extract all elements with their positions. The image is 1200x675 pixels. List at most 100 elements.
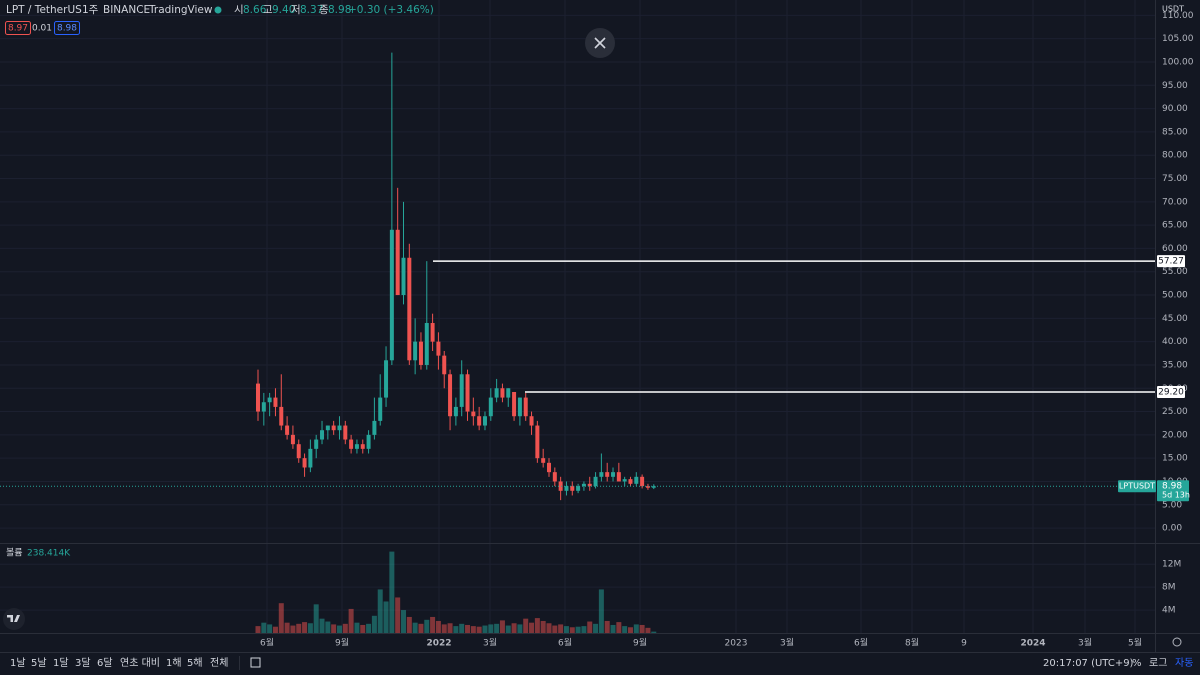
volume-bar bbox=[360, 624, 366, 633]
range-button[interactable]: 3달 bbox=[75, 657, 91, 669]
x-tick-label: 3월 bbox=[483, 637, 497, 649]
y-tick-label: 95.00 bbox=[1162, 81, 1188, 91]
y-tick-label: 85.00 bbox=[1162, 127, 1188, 137]
x-tick-label: 9월 bbox=[335, 637, 349, 649]
spread: 0.01 bbox=[32, 24, 52, 34]
volume-bar bbox=[494, 623, 500, 633]
symbol-label-bg bbox=[1118, 480, 1156, 493]
grid bbox=[0, 0, 1155, 633]
volume-bar bbox=[499, 620, 505, 633]
volume-bar bbox=[540, 620, 546, 633]
candle-body bbox=[581, 483, 586, 487]
candle-body bbox=[558, 481, 563, 491]
volume-bar bbox=[511, 623, 517, 633]
candle-body bbox=[599, 472, 604, 477]
volume-bar bbox=[581, 626, 587, 633]
volume-bar bbox=[651, 631, 657, 633]
ask: 8.98 bbox=[57, 24, 77, 34]
logo-bg[interactable] bbox=[3, 608, 25, 630]
candle-body bbox=[634, 476, 639, 484]
volume-bar bbox=[610, 624, 616, 633]
y-tick-label: 70.00 bbox=[1162, 197, 1188, 207]
candle-body bbox=[337, 425, 342, 431]
y-tick-label: 80.00 bbox=[1162, 151, 1188, 161]
candle-body bbox=[401, 257, 406, 296]
x-tick-label: 3월 bbox=[1078, 637, 1092, 649]
candle-body bbox=[372, 420, 377, 435]
candle-body bbox=[494, 388, 499, 398]
volume-bar bbox=[313, 604, 319, 633]
y-tick-label: 5.00 bbox=[1162, 500, 1182, 510]
open-label: 시 bbox=[234, 4, 244, 16]
range-button[interactable]: 5해 bbox=[187, 656, 203, 669]
candle-body bbox=[465, 374, 470, 412]
log-toggle[interactable]: 로그 bbox=[1149, 658, 1167, 669]
date-range-icon[interactable] bbox=[250, 657, 261, 668]
y-tick-label: 90.00 bbox=[1162, 104, 1188, 114]
volume-bar bbox=[558, 624, 564, 633]
candle-body bbox=[308, 448, 313, 468]
range-button[interactable]: 1날 bbox=[10, 657, 26, 669]
candle-body bbox=[302, 458, 307, 468]
percent-toggle[interactable]: % bbox=[1132, 658, 1142, 669]
candle-body bbox=[290, 434, 295, 445]
volume-bar bbox=[453, 626, 459, 633]
x-tick-label: 9 bbox=[961, 639, 967, 649]
range-button[interactable]: 1해 bbox=[166, 656, 182, 669]
currency[interactable]: USDT bbox=[1162, 5, 1184, 14]
range-button[interactable]: 전체 bbox=[210, 657, 228, 669]
volume-bar bbox=[325, 621, 331, 633]
x-tick-label: 5월 bbox=[1128, 637, 1142, 649]
volume-bar bbox=[267, 624, 273, 633]
volume-bar bbox=[563, 626, 569, 633]
volume-bar bbox=[470, 626, 476, 633]
candle-body bbox=[576, 486, 581, 491]
volume-bar bbox=[383, 601, 389, 633]
candle-body bbox=[605, 472, 610, 477]
candle-body bbox=[541, 458, 546, 463]
candle-body bbox=[261, 402, 266, 412]
low-value: 8.37 bbox=[300, 4, 323, 16]
candle-body bbox=[482, 416, 487, 426]
volume-tick-label: 12M bbox=[1162, 560, 1181, 570]
close-value: 8.98 bbox=[328, 4, 351, 16]
range-button[interactable]: 1달 bbox=[53, 657, 69, 669]
auto-toggle[interactable]: 자동 bbox=[1175, 657, 1193, 669]
volume-bar bbox=[593, 623, 599, 633]
candle-body bbox=[343, 425, 348, 440]
candle-body bbox=[407, 257, 412, 361]
y-tick-label: 105.00 bbox=[1162, 34, 1194, 44]
volume-bar bbox=[488, 624, 494, 633]
volume-bar bbox=[616, 622, 622, 633]
volume-bar bbox=[604, 620, 610, 633]
range-button[interactable]: 5날 bbox=[31, 657, 47, 669]
volume-bar bbox=[645, 627, 651, 633]
candle-body bbox=[500, 388, 505, 398]
volume-bar bbox=[622, 626, 628, 633]
volume-bar bbox=[482, 625, 488, 633]
volume-bar bbox=[534, 618, 540, 633]
toolbar: 20:17:07 (UTC+9) % 로그 자동 1날 5날 1달 3달 6달 연초 대비… bbox=[10, 656, 1193, 670]
candle-body bbox=[587, 483, 592, 487]
volume-tick-label: 8M bbox=[1162, 583, 1176, 593]
range-button[interactable]: 6달 bbox=[97, 657, 113, 669]
x-tick-label: 2022 bbox=[426, 639, 451, 649]
range-button[interactable]: 연초 대비 bbox=[120, 657, 160, 669]
volume-bar bbox=[633, 624, 639, 633]
exchange: BINANCE bbox=[103, 4, 150, 16]
low-label: 저 bbox=[291, 4, 301, 16]
candle-body bbox=[349, 439, 354, 449]
candle-body bbox=[570, 486, 575, 491]
close-label: 종 bbox=[319, 4, 329, 16]
bid: 8.97 bbox=[8, 24, 28, 34]
close-icon bbox=[594, 37, 606, 49]
candle-body bbox=[448, 374, 453, 417]
candle-body bbox=[389, 229, 394, 361]
price-label: 8.98 bbox=[1162, 482, 1182, 492]
settings-icon[interactable] bbox=[1172, 637, 1182, 647]
candle-body bbox=[418, 341, 423, 365]
candle-body bbox=[430, 323, 435, 342]
volume-bar bbox=[424, 619, 430, 633]
volume-bar bbox=[517, 624, 523, 633]
